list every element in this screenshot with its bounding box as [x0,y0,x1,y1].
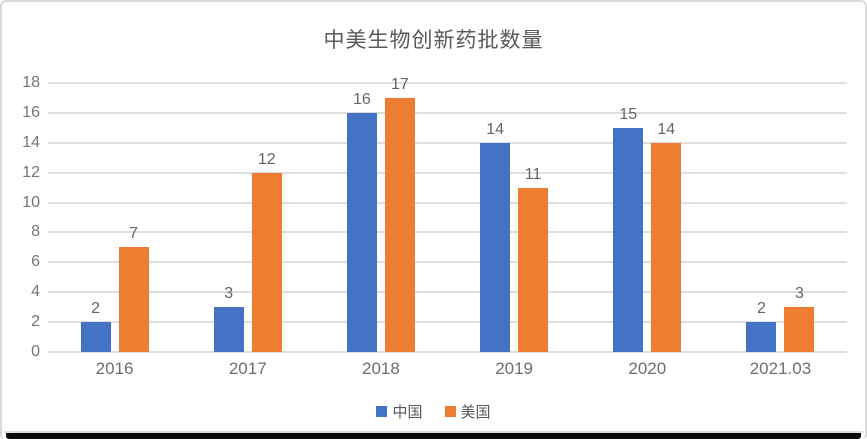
y-axis-tick-label: 6 [31,253,40,271]
bar-wrap: 2 [746,300,777,352]
bar [251,172,282,352]
gridline [48,351,847,353]
y-axis-tick-label: 4 [31,283,40,301]
legend-item-china: 中国 [376,401,423,422]
category-group: 14 11 [448,83,581,352]
bar [746,322,777,352]
bar-wrap: 3 [784,285,815,352]
gridline [48,291,847,294]
gridline [48,141,847,144]
plot-area: 2 7 3 12 16 17 14 11 15 14 2 3 [48,76,847,353]
gridline [48,171,847,174]
x-axis-category-label: 2016 [95,359,134,378]
china-series-swatch-icon [376,406,388,417]
x-axis-category-label: 2020 [628,359,667,378]
gridline [48,82,847,84]
bar [118,247,149,352]
bar [346,112,377,352]
bar [384,97,415,352]
bar [613,127,644,352]
bar [651,142,682,352]
bar-value-label: 11 [524,165,542,183]
card-bottom-border [4,431,863,433]
legend-item-usa: 美国 [444,401,491,422]
bar-wrap: 12 [251,151,282,352]
category-group: 3 12 [181,83,314,352]
chart-title: 中美生物创新药批数量 [323,29,544,52]
y-axis-tick-label: 10 [22,193,40,211]
bar-wrap: 14 [651,121,682,352]
y-axis-tick-label: 12 [22,163,40,181]
y-axis-tick-label: 16 [22,103,40,121]
bar-value-label: 3 [224,285,234,303]
y-axis-tick-label: 14 [22,133,40,151]
category-group: 16 17 [314,76,447,352]
x-axis-category-label: 2018 [362,359,400,378]
gridline [48,201,847,204]
bar-wrap: 17 [384,76,415,352]
bar [784,307,815,352]
y-axis-tick-label: 18 [22,74,40,91]
bar-wrap: 2 [80,300,111,352]
gridline [48,231,847,234]
legend-label-china: 中国 [392,404,423,421]
bar-value-label: 14 [657,120,676,138]
bar-wrap: 11 [518,166,549,352]
bar-value-label: 17 [391,75,409,93]
bar-value-label: 15 [619,105,638,123]
bar-value-label: 3 [794,285,804,303]
bar-value-label: 2 [91,300,101,318]
bar-value-label: 16 [353,90,371,108]
category-group: 15 14 [581,83,714,352]
usa-series-swatch-icon [444,406,456,417]
bar-wrap: 3 [213,285,244,352]
bottom-strip [6,433,861,439]
y-axis-tick-label: 8 [31,223,40,241]
x-axis: 2016 2017 2018 2019 2020 2021.03 [48,359,847,379]
bars-row: 2 7 3 12 16 17 14 11 15 14 2 3 [48,76,847,352]
bar [480,142,511,352]
bar-value-label: 14 [486,120,504,138]
y-axis: 0 2 4 6 8 10 12 14 16 18 [2,74,40,360]
bar [213,307,244,352]
gridline [48,261,847,264]
y-axis-tick-label: 2 [31,313,40,331]
bar [80,322,111,352]
bar-wrap: 7 [118,225,149,352]
bar-wrap: 16 [346,91,377,352]
bar-wrap: 15 [613,106,644,352]
x-axis-category-label: 2019 [495,359,534,378]
bar-value-label: 7 [129,225,139,243]
legend-label-usa: 美国 [460,404,491,421]
gridline [48,111,847,114]
bar-value-label: 12 [257,150,276,168]
gridline [48,321,847,324]
bar-wrap: 14 [480,121,511,352]
legend: 中国 美国 [2,401,865,422]
bar-value-label: 2 [756,300,766,318]
x-axis-category-label: 2017 [228,359,267,378]
x-axis-category-label: 2021.03 [749,359,812,378]
bar [518,187,549,352]
y-axis-tick-label: 0 [31,343,40,360]
